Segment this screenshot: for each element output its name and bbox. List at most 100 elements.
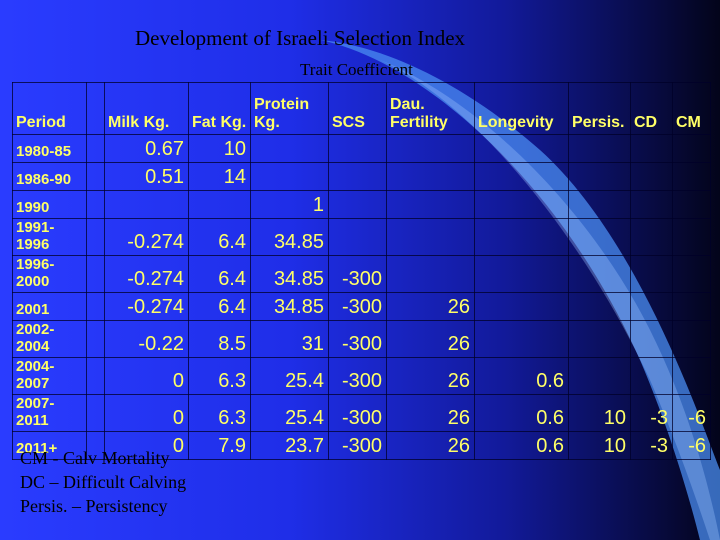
value-cell: 23.7 xyxy=(250,431,329,460)
value-cell xyxy=(86,357,105,395)
value-cell xyxy=(630,320,673,358)
value-cell: -300 xyxy=(328,292,387,321)
table-row: 1991-1996 -0.274 6.4 34.85 xyxy=(12,218,711,256)
value-cell xyxy=(86,190,105,219)
value-cell xyxy=(474,162,569,191)
value-cell: -0.274 xyxy=(104,255,189,293)
value-cell: 0.6 xyxy=(474,357,569,395)
value-cell xyxy=(86,320,105,358)
column-header: CM xyxy=(672,82,711,135)
value-cell xyxy=(474,292,569,321)
value-cell: 34.85 xyxy=(250,292,329,321)
value-cell: 10 xyxy=(568,431,631,460)
value-cell xyxy=(104,190,189,219)
table-row: 1986-90 0.51 14 xyxy=(12,162,711,191)
value-cell xyxy=(630,134,673,163)
value-cell: 25.4 xyxy=(250,394,329,432)
value-cell xyxy=(568,162,631,191)
value-cell: 6.4 xyxy=(188,218,251,256)
value-cell xyxy=(386,255,475,293)
value-cell xyxy=(86,134,105,163)
slide-title: Development of Israeli Selection Index xyxy=(134,26,466,50)
value-cell xyxy=(672,190,711,219)
table-row: 1996-2000 -0.274 6.4 34.85 -300 xyxy=(12,255,711,293)
table-row: 2007-2011 0 6.3 25.4 -300 26 0.6 10 -3 -6 xyxy=(12,394,711,432)
value-cell: 34.85 xyxy=(250,218,329,256)
column-header: Period xyxy=(12,82,87,135)
value-cell: 31 xyxy=(250,320,329,358)
note-dc: DC – Difficult Calving xyxy=(20,472,187,492)
value-cell: 6.4 xyxy=(188,255,251,293)
period-cell: 2001 xyxy=(12,292,87,321)
value-cell: 26 xyxy=(386,357,475,395)
note-cm: CM - Calv Mortality xyxy=(20,448,170,468)
value-cell xyxy=(568,255,631,293)
value-cell xyxy=(568,320,631,358)
value-cell xyxy=(474,134,569,163)
table-row: 1980-85 0.67 10 xyxy=(12,134,711,163)
value-cell: 14 xyxy=(188,162,251,191)
period-cell: 1980-85 xyxy=(12,134,87,163)
period-cell: 1986-90 xyxy=(12,162,87,191)
table-row: 1990 1 xyxy=(12,190,711,219)
value-cell: 25.4 xyxy=(250,357,329,395)
value-cell: 6.4 xyxy=(188,292,251,321)
period-cell: 1990 xyxy=(12,190,87,219)
value-cell xyxy=(86,162,105,191)
value-cell xyxy=(568,292,631,321)
value-cell: -0.274 xyxy=(104,292,189,321)
slide-subtitle: Trait Coefficient xyxy=(300,60,413,79)
period-cell: 2002-2004 xyxy=(12,320,87,358)
value-cell: -0.22 xyxy=(104,320,189,358)
table-header-row: Period Milk Kg. Fat Kg. Protein Kg. SCS Dau. … xyxy=(12,82,711,135)
value-cell xyxy=(568,190,631,219)
value-cell: -0.274 xyxy=(104,218,189,256)
value-cell: 0.51 xyxy=(104,162,189,191)
value-cell: -3 xyxy=(630,394,673,432)
value-cell: -300 xyxy=(328,394,387,432)
selection-index-table: Period Milk Kg. Fat Kg. Protein Kg. SCS Dau. … xyxy=(12,82,711,460)
abbreviation-notes: CM - Calv Mortality DC – Difficult Calvi… xyxy=(20,446,186,518)
value-cell xyxy=(250,162,329,191)
value-cell xyxy=(86,292,105,321)
value-cell: -300 xyxy=(328,255,387,293)
value-cell xyxy=(386,190,475,219)
value-cell xyxy=(474,320,569,358)
value-cell: 26 xyxy=(386,292,475,321)
value-cell: 0.6 xyxy=(474,431,569,460)
column-header: CD xyxy=(630,82,673,135)
value-cell xyxy=(568,134,631,163)
value-cell xyxy=(188,190,251,219)
value-cell xyxy=(630,162,673,191)
value-cell: 0.67 xyxy=(104,134,189,163)
value-cell: 6.3 xyxy=(188,394,251,432)
value-cell xyxy=(672,134,711,163)
value-cell: 10 xyxy=(568,394,631,432)
value-cell xyxy=(474,190,569,219)
period-cell: 2004-2007 xyxy=(12,357,87,395)
value-cell xyxy=(86,255,105,293)
value-cell: -300 xyxy=(328,357,387,395)
value-cell: 6.3 xyxy=(188,357,251,395)
value-cell xyxy=(328,190,387,219)
value-cell: 26 xyxy=(386,431,475,460)
table-row: 2011+ 0 7.9 23.7 -300 26 0.6 10 -3 -6 xyxy=(12,431,711,460)
value-cell xyxy=(386,218,475,256)
value-cell xyxy=(474,218,569,256)
value-cell xyxy=(568,357,631,395)
value-cell xyxy=(672,162,711,191)
column-header: SCS xyxy=(328,82,387,135)
value-cell xyxy=(86,394,105,432)
value-cell xyxy=(328,218,387,256)
value-cell xyxy=(250,134,329,163)
value-cell xyxy=(672,357,711,395)
value-cell: -6 xyxy=(672,431,711,460)
value-cell xyxy=(630,357,673,395)
period-cell: 2007-2011 xyxy=(12,394,87,432)
value-cell: -300 xyxy=(328,431,387,460)
value-cell: 1 xyxy=(250,190,329,219)
value-cell xyxy=(672,292,711,321)
value-cell xyxy=(672,320,711,358)
period-cell: 1991-1996 xyxy=(12,218,87,256)
value-cell: -3 xyxy=(630,431,673,460)
